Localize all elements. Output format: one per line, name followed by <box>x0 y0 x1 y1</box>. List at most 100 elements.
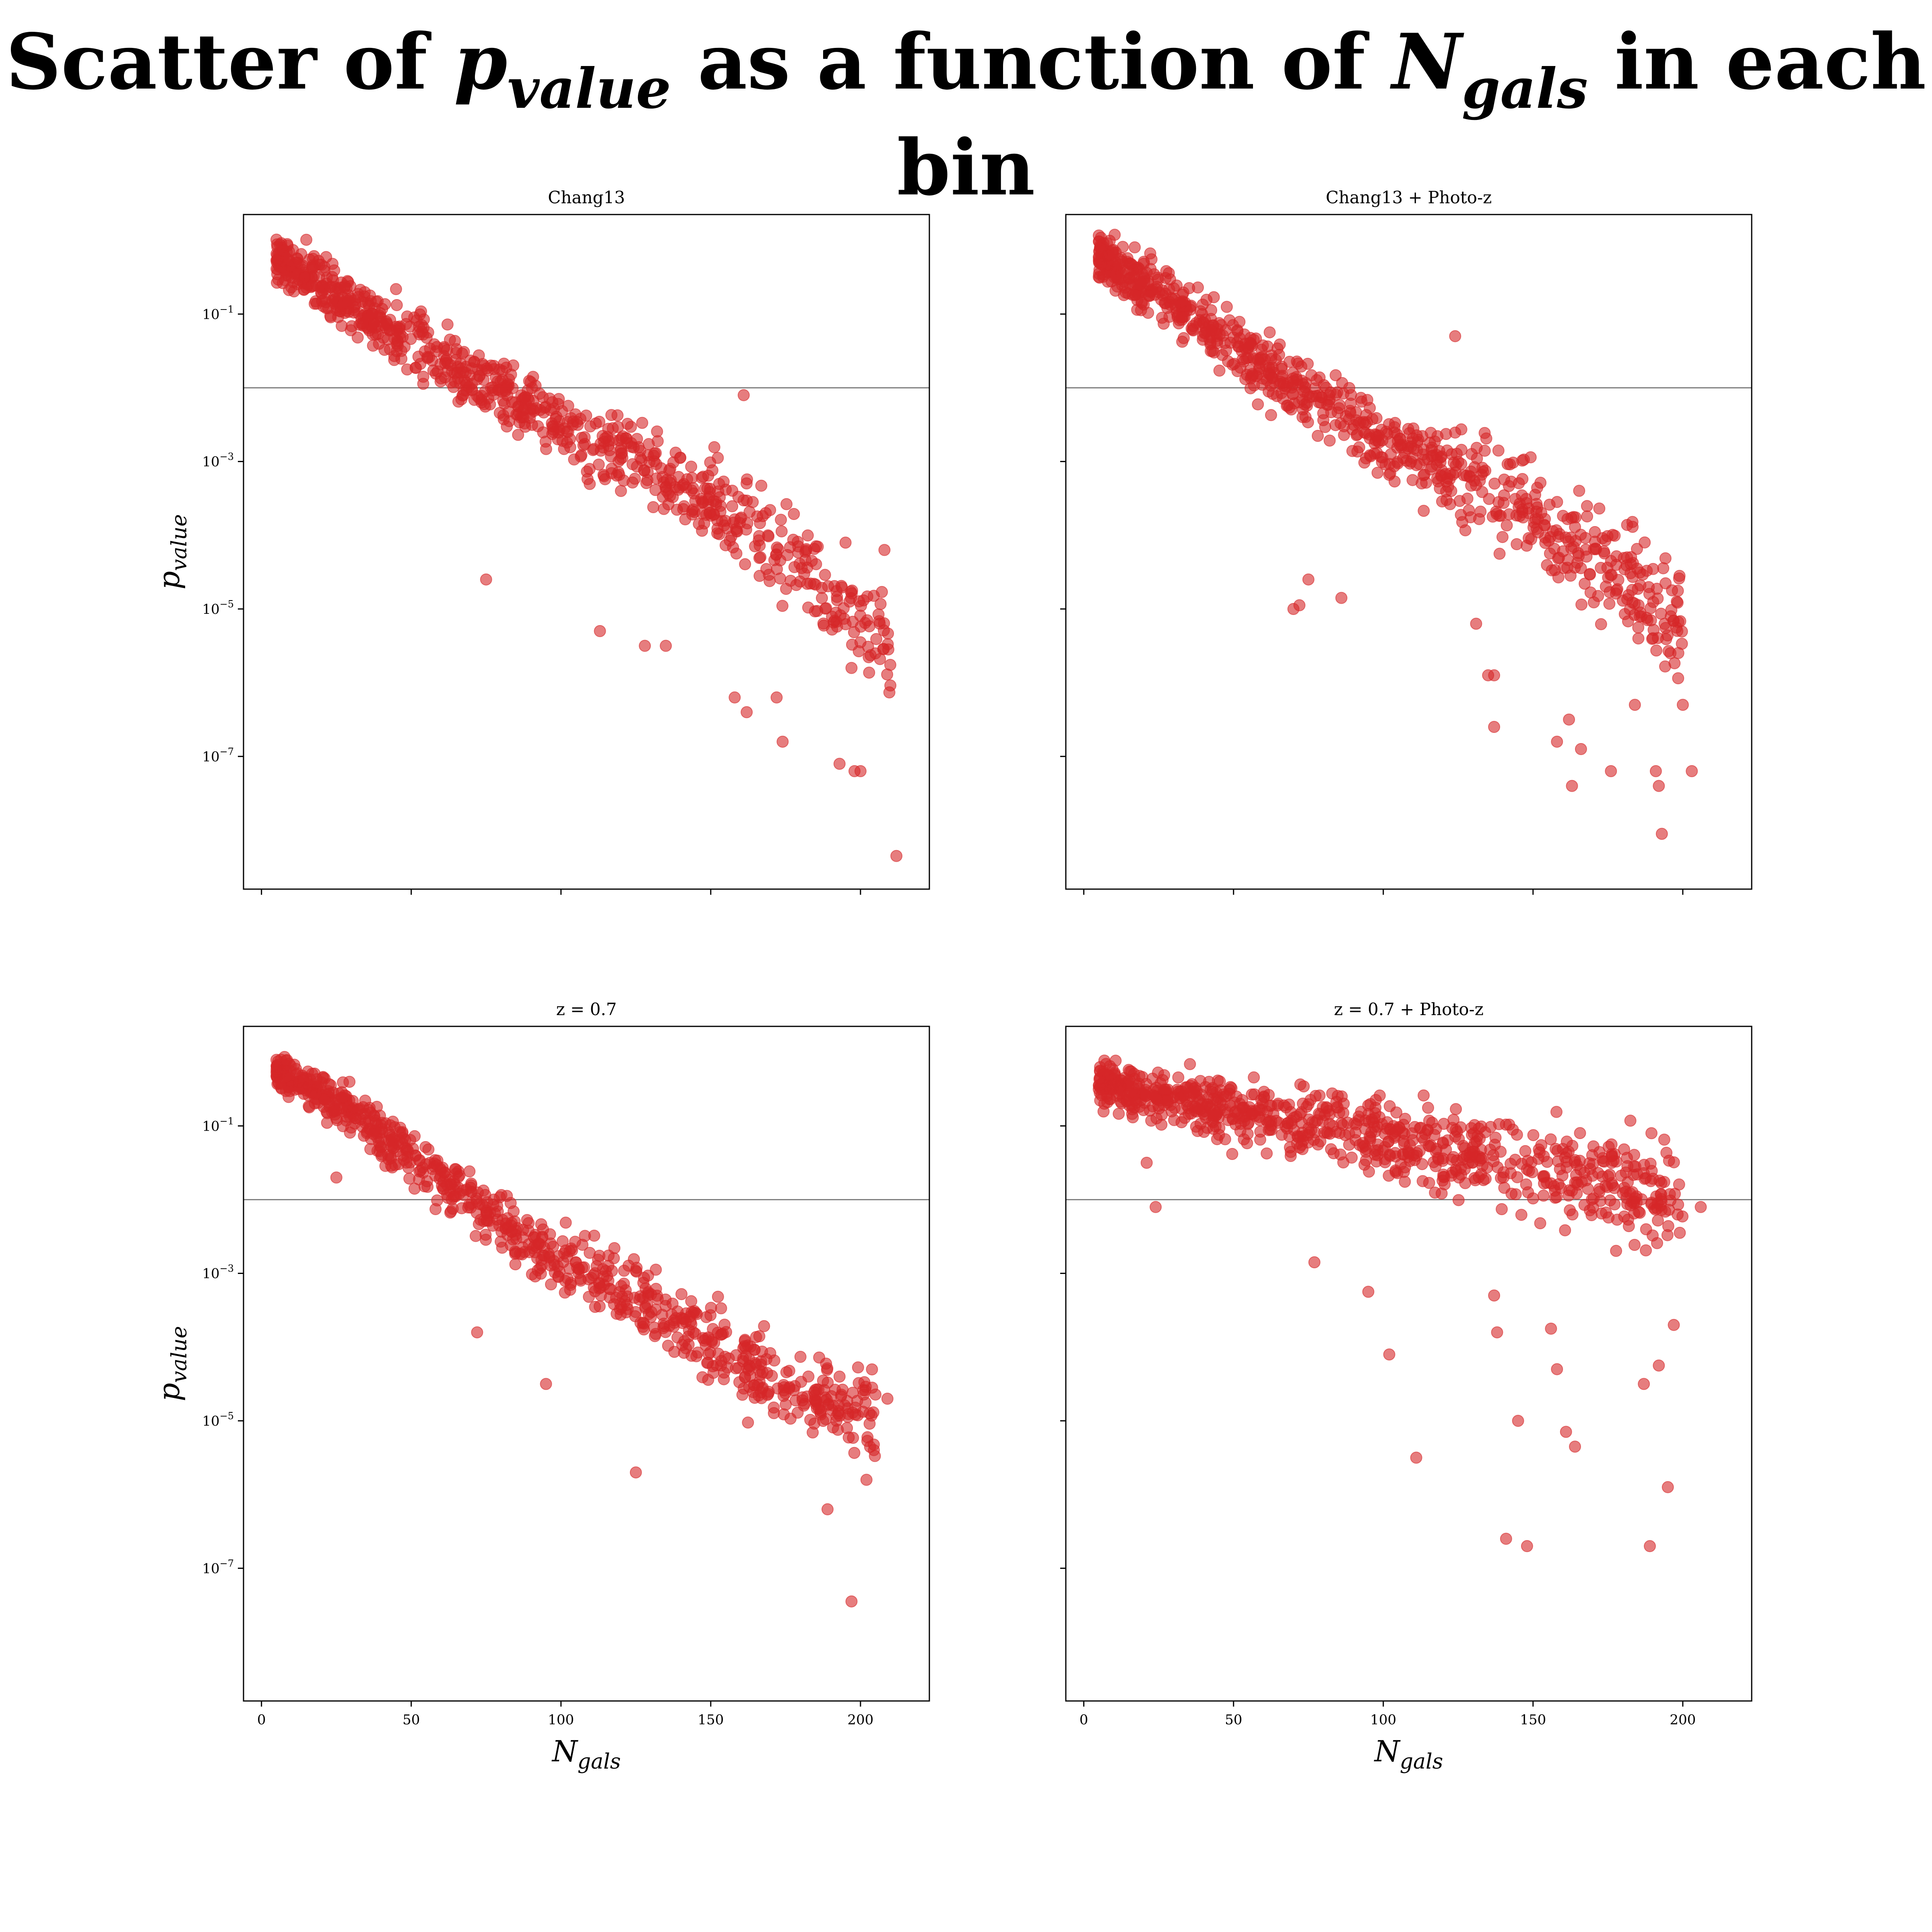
scatter-point <box>498 357 510 370</box>
scatter-point <box>1287 375 1299 388</box>
scatter-point <box>594 625 606 637</box>
scatter-point <box>1196 308 1208 320</box>
scatter-point <box>441 318 454 331</box>
scatter-point <box>1214 1103 1226 1116</box>
scatter-point <box>664 477 677 489</box>
scatter-point <box>725 530 737 543</box>
scatter-point <box>1488 1289 1501 1302</box>
scatter-point <box>1500 1119 1512 1131</box>
scatter-point <box>634 1290 646 1302</box>
scatter-point <box>310 1088 322 1100</box>
scatter-point <box>1136 1071 1149 1083</box>
scatter-point <box>642 438 655 450</box>
scatter-point <box>764 504 776 516</box>
scatter-point <box>1501 519 1513 532</box>
scatter-point <box>1127 1111 1139 1123</box>
x-axis-label: Ngals <box>1374 1734 1443 1774</box>
scatter-point <box>385 1133 398 1146</box>
scatter-point <box>1446 1166 1459 1179</box>
scatter-point <box>1676 625 1688 638</box>
scatter-point <box>817 619 830 632</box>
scatter-point <box>792 546 805 559</box>
scatter-point <box>778 1408 790 1420</box>
scatter-point <box>685 460 698 473</box>
scatter-point <box>1150 1201 1162 1213</box>
scatter-point <box>1469 1174 1482 1187</box>
scatter-point <box>1456 516 1468 528</box>
scatter-point <box>1550 1106 1563 1118</box>
scatter-point <box>1541 559 1553 571</box>
scatter-point <box>1100 1058 1112 1070</box>
scatter-point <box>522 1224 535 1237</box>
scatter-point <box>295 248 308 260</box>
scatter-point <box>1537 1189 1550 1202</box>
scatter-point <box>431 1154 444 1167</box>
scatter-point <box>848 1447 861 1459</box>
scatter-point <box>1527 1129 1540 1141</box>
scatter-point <box>1676 699 1689 711</box>
scatter-point <box>1655 1188 1667 1200</box>
scatter-point <box>505 1226 518 1238</box>
scatter-point <box>751 510 764 523</box>
scatter-point <box>471 1326 483 1339</box>
scatter-point <box>594 444 607 457</box>
scatter-point <box>1265 409 1277 421</box>
scatter-point <box>1453 495 1466 507</box>
scatter-point <box>710 498 722 511</box>
y-tick-label: 10−1 <box>202 303 234 322</box>
scatter-point <box>1172 1071 1185 1084</box>
scatter-point <box>1478 444 1491 457</box>
scatter-point <box>833 758 846 770</box>
scatter-point <box>1198 1126 1210 1138</box>
scatter-point <box>611 1308 623 1320</box>
scatter-point <box>502 405 515 418</box>
scatter-point <box>523 1246 536 1258</box>
scatter-point <box>865 1409 878 1422</box>
scatter-point <box>1220 301 1233 313</box>
scatter-point <box>758 1320 770 1332</box>
scatter-point <box>1318 379 1330 391</box>
scatter-point <box>744 1340 757 1353</box>
scatter-point <box>1431 430 1444 442</box>
scatter-point <box>1214 328 1226 341</box>
scatter-point <box>1231 324 1244 336</box>
scatter-point <box>1156 284 1168 297</box>
scatter-point <box>1512 1415 1524 1427</box>
scatter-point <box>1226 1148 1238 1160</box>
scatter-point <box>861 614 873 627</box>
scatter-point <box>1574 1127 1586 1139</box>
scatter-point <box>366 328 379 341</box>
scatter-point <box>615 485 627 497</box>
scatter-point <box>1659 660 1671 673</box>
panel-1: Chang13 10−1 10−3 10−5 10−7 pvalue <box>152 188 930 895</box>
scatter-point <box>1096 243 1108 256</box>
scatter-point <box>1206 1115 1218 1127</box>
scatter-point <box>780 1366 793 1379</box>
scatter-point <box>863 667 875 679</box>
scatter-point <box>1651 1202 1664 1215</box>
scatter-point <box>741 517 753 530</box>
scatter-point <box>1129 241 1141 254</box>
scatter-point <box>1331 1101 1344 1114</box>
scatter-point <box>1321 1126 1333 1138</box>
scatter-point <box>801 529 814 542</box>
scatter-point <box>1487 1155 1500 1168</box>
scatter-point <box>878 544 891 556</box>
scatter-point <box>1429 1187 1441 1199</box>
scatter-point <box>1610 584 1623 597</box>
scatter-point <box>1644 1158 1657 1170</box>
scatter-point <box>704 456 716 469</box>
scatter-point <box>421 1181 434 1193</box>
scatter-point <box>1425 450 1438 462</box>
scatter-point <box>1668 1319 1680 1331</box>
scatter-point <box>522 392 534 405</box>
scatter-point <box>480 573 492 586</box>
scatter-point <box>854 765 867 777</box>
scatter-point <box>1488 721 1501 733</box>
scatter-point <box>1125 1087 1137 1099</box>
scatter-point <box>833 1371 846 1383</box>
x-tick-label: 50 <box>1225 1712 1242 1728</box>
scatter-point <box>1424 463 1437 476</box>
scatter-point <box>750 1331 762 1343</box>
scatter-point <box>1361 416 1373 428</box>
